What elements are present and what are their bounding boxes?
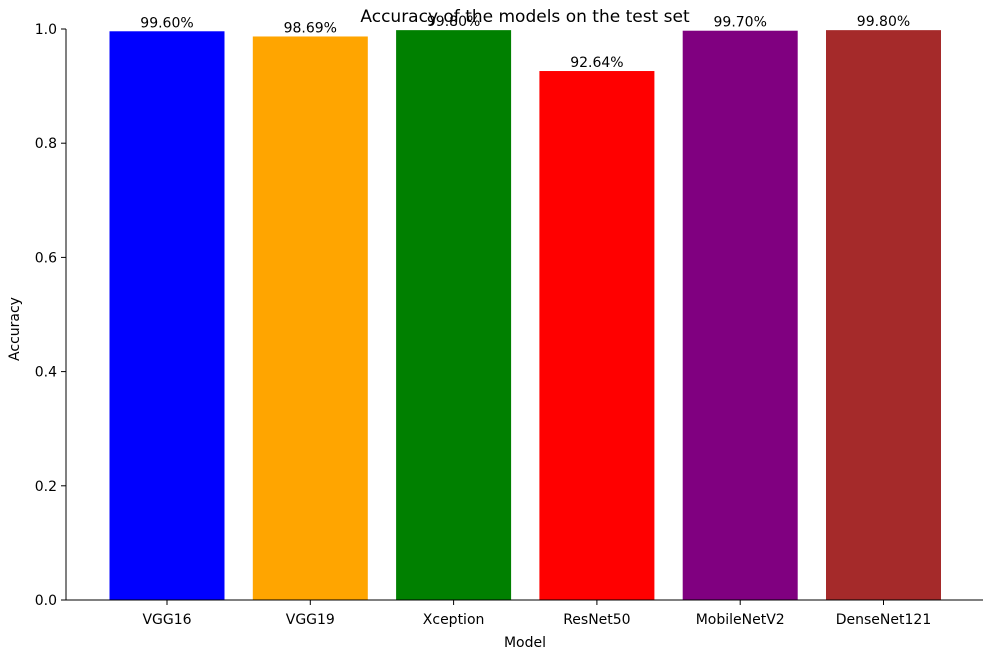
y-tick-label-0: 0.0 — [35, 593, 57, 609]
bar-mobilenetv2 — [682, 30, 798, 600]
y-tick-label-2: 0.4 — [35, 365, 57, 381]
x-tick-label-xception: Xception — [423, 612, 485, 628]
bar-vgg19 — [252, 36, 368, 600]
data-label-vgg19: 98.69% — [284, 20, 337, 36]
bar-vgg16 — [109, 31, 225, 601]
x-axis-label: Model — [504, 635, 546, 651]
x-tick-label-vgg16: VGG16 — [142, 612, 191, 628]
y-tick-label-1: 0.2 — [35, 479, 57, 495]
x-tick-label-mobilenetv2: MobileNetV2 — [696, 612, 785, 628]
x-tick-label-resnet50: ResNet50 — [563, 612, 630, 628]
bar-resnet50 — [539, 71, 655, 601]
y-tick-label-4: 0.8 — [35, 136, 57, 152]
y-axis-label: Accuracy — [7, 297, 23, 361]
y-tick-label-5: 1.0 — [35, 22, 57, 38]
data-label-mobilenetv2: 99.70% — [714, 15, 767, 31]
data-label-resnet50: 92.64% — [570, 55, 623, 71]
bar-xception — [396, 30, 512, 600]
chart-title: Accuracy of the models on the test set — [360, 7, 690, 27]
y-tick-label-3: 0.6 — [35, 250, 57, 266]
data-label-vgg16: 99.60% — [140, 15, 193, 31]
x-axis: VGG16 VGG19 Xception ResNet50 MobileNetV2 Den… — [66, 599, 983, 628]
data-label-densenet121: 99.80% — [857, 14, 910, 30]
y-axis: 0.0 0.2 0.4 0.6 0.8 1.0 — [35, 22, 67, 609]
x-tick-label-densenet121: DenseNet121 — [836, 612, 931, 628]
data-label-xception: 99.80% — [427, 14, 480, 30]
bars-layer — [109, 30, 941, 601]
x-tick-label-vgg19: VGG19 — [286, 612, 335, 628]
data-labels-layer: 99.60% 98.69% 99.80% 92.64% 99.70% 99.80% — [140, 14, 910, 71]
bar-densenet121 — [826, 30, 941, 600]
